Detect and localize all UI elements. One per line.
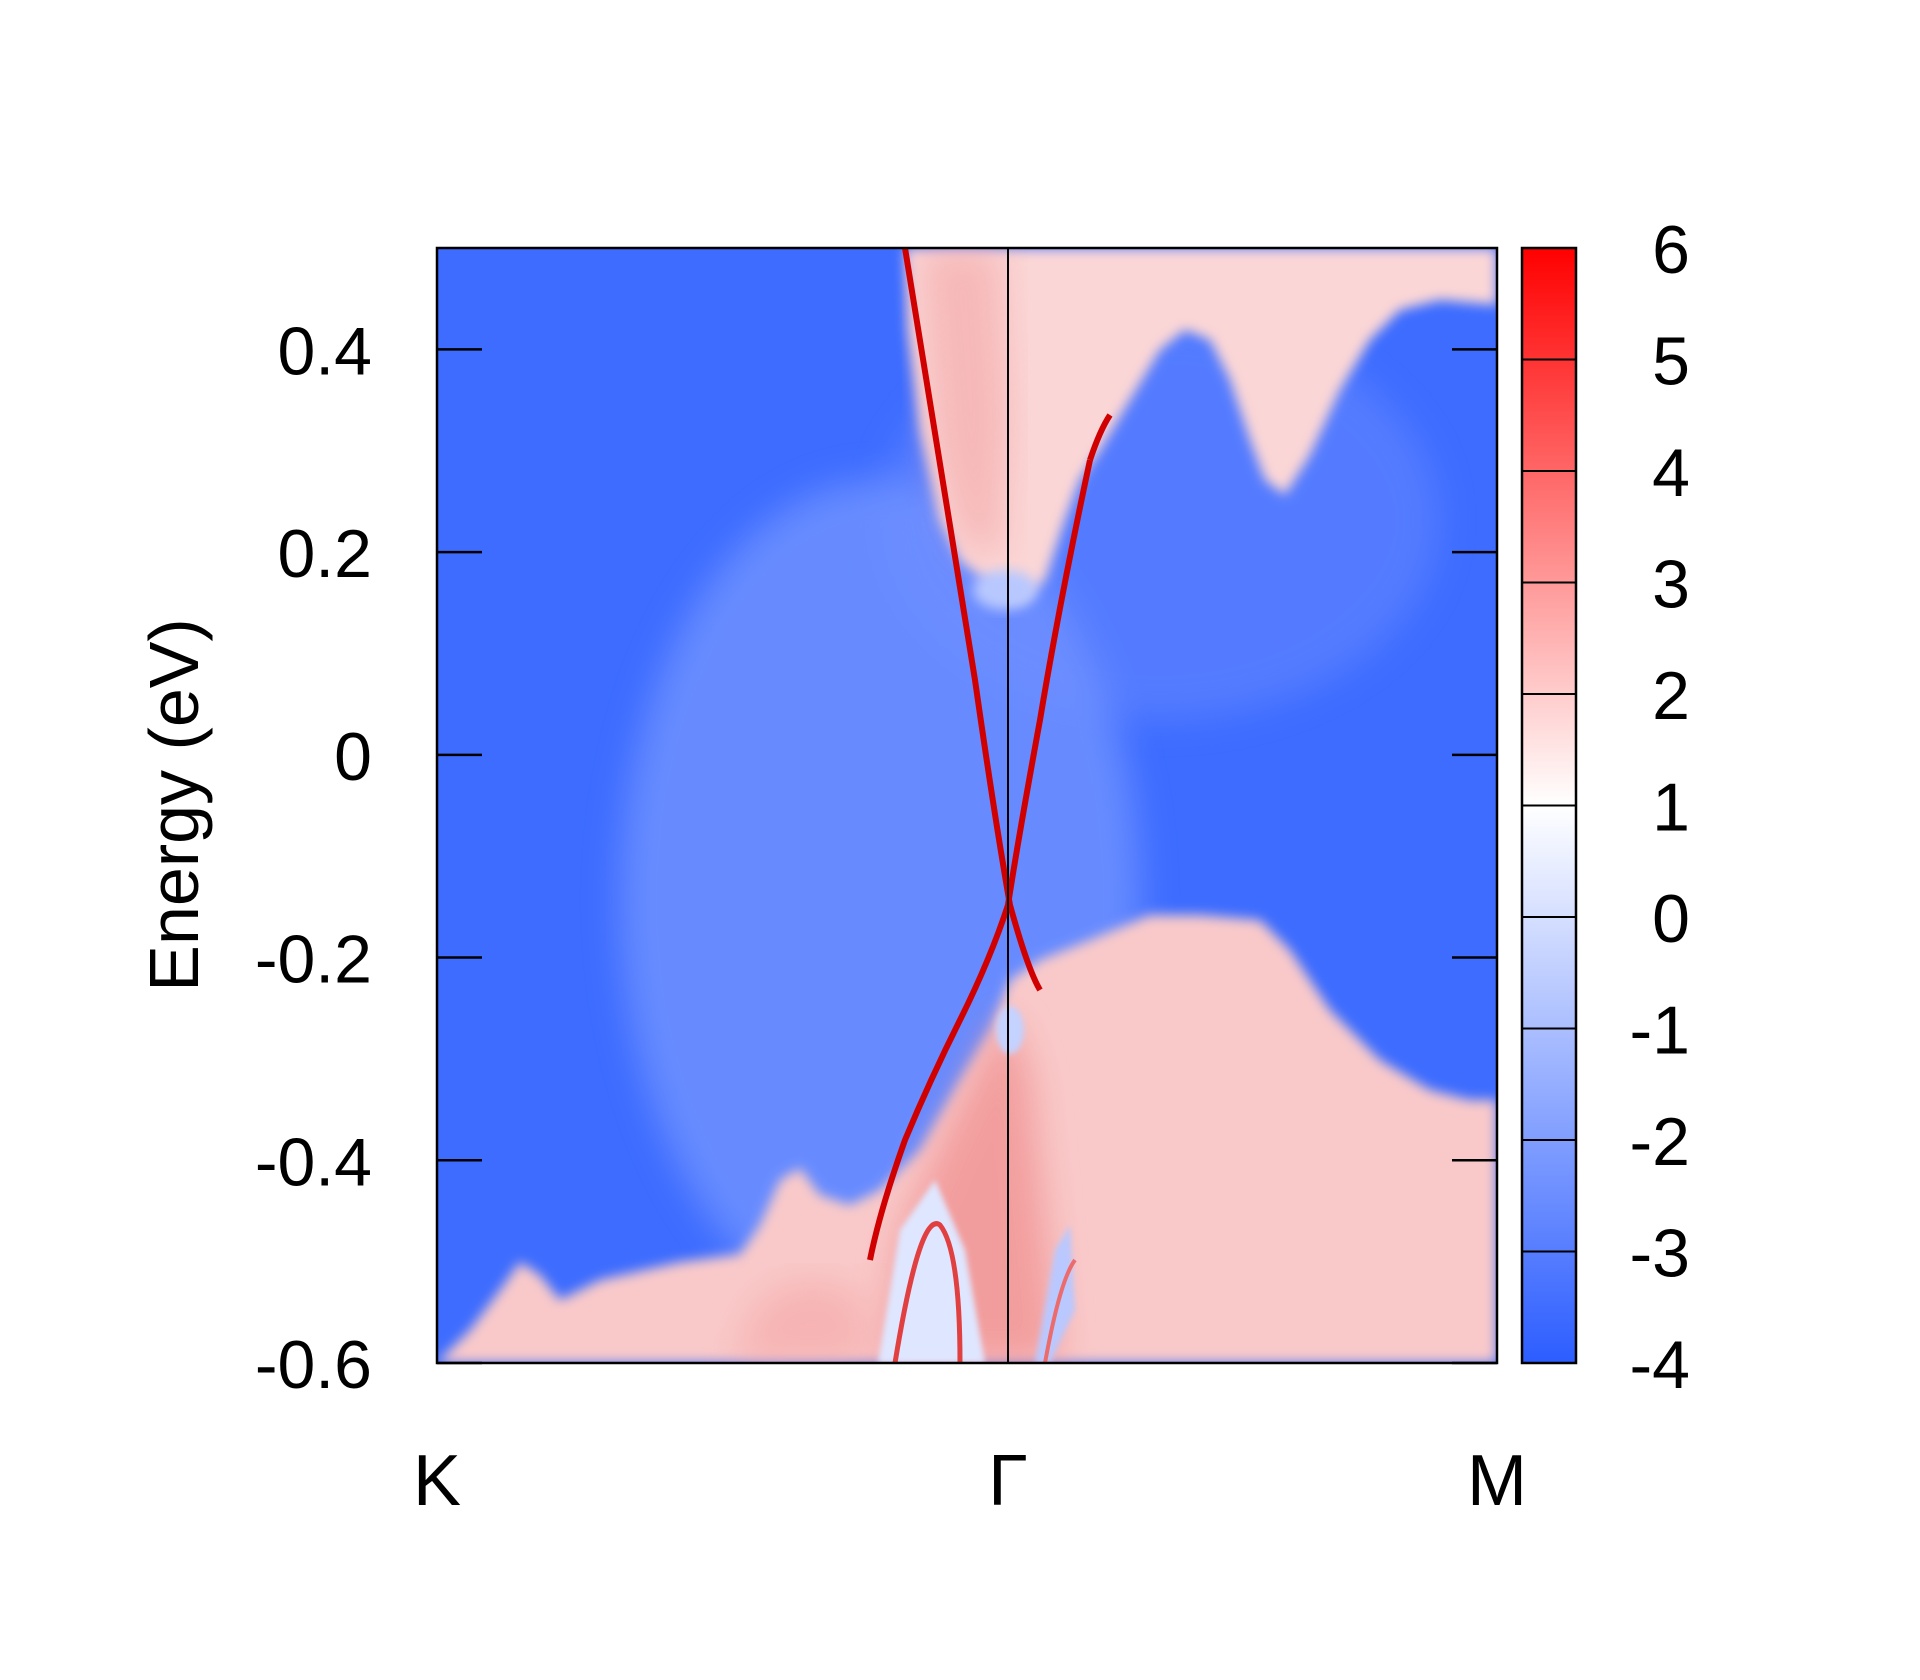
y-axis-label: Energy (eV) [135,618,213,991]
gap-pocket-upper [973,570,1037,610]
colorbar-tick-label: 2 [1652,658,1690,734]
colorbar-tick-label: 5 [1652,324,1690,400]
lower-pocket-right [1035,1225,1075,1363]
valence-bulk-dense-2 [730,1280,870,1363]
plot-frame [435,246,1499,1365]
colorbar-tick-label: -1 [1630,993,1690,1069]
colorbar: 6 5 4 3 2 1 0 -1 -2 -3 -4 [1520,212,1690,1403]
colorbar-tick-label: 6 [1652,212,1690,288]
x-tick-label: Γ [988,1441,1028,1521]
lower-arc-2 [1043,1258,1077,1363]
colorbar-tick-label: -3 [1630,1216,1690,1292]
y-tick-label: 0 [334,719,372,795]
surface-state-left-branch [902,248,1043,992]
colorbar-tick-label: 1 [1652,770,1690,846]
x-tick-label: M [1467,1441,1527,1521]
colorbar-frame [1520,246,1578,1365]
y-tick-label: -0.2 [255,922,372,998]
x-tick-label: K [413,1441,461,1521]
surface-state-right-branch [867,459,1093,1261]
gap-pocket-lower [996,1006,1024,1054]
y-tick-label: 0.4 [277,313,372,389]
colorbar-tick-label: 3 [1652,547,1690,623]
conduction-bulk-dense [920,248,1010,560]
surface-state-upper-right [1087,413,1113,461]
y-tick-label: -0.6 [255,1327,372,1403]
colorbar-tick-label: 0 [1652,881,1690,957]
colorbar-tick-label: 4 [1652,435,1690,511]
heatmap-area [437,248,1497,1363]
y-tick-label: 0.2 [277,516,372,592]
y-tick-label: -0.4 [255,1124,372,1200]
colorbar-ticks: 6 5 4 3 2 1 0 -1 -2 -3 -4 [1522,212,1690,1403]
colorbar-tick-label: -2 [1630,1104,1690,1180]
y-axis: -0.6 -0.4 -0.2 0 0.2 0.4 [255,313,1497,1403]
conduction-bulk-region [905,248,1497,600]
lower-arc [892,1221,963,1363]
colorbar-tick-label: -4 [1630,1327,1690,1403]
